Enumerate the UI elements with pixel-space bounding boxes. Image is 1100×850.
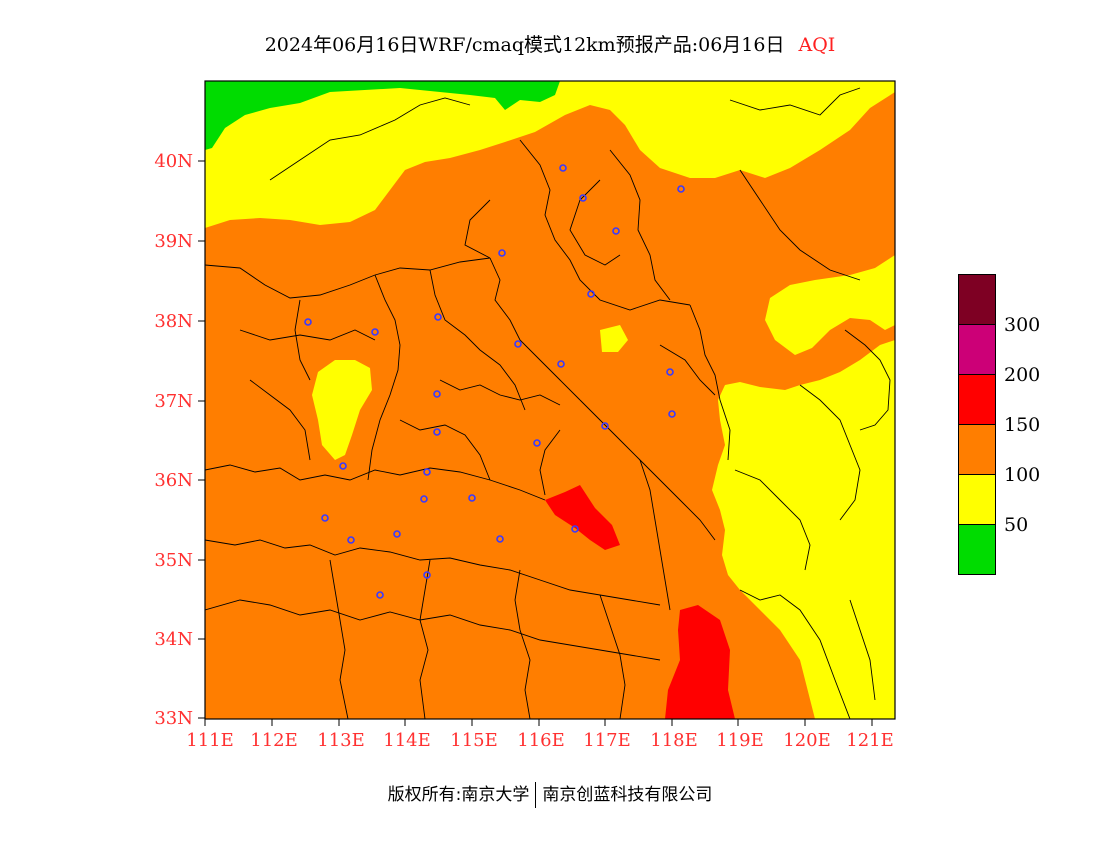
lat-label-40: 40N	[154, 151, 193, 172]
lat-label-38: 38N	[154, 311, 193, 332]
lat-label-35: 35N	[154, 550, 193, 571]
lat-label-36: 36N	[154, 470, 193, 491]
lon-label-112: 112E	[250, 730, 298, 751]
legend-swatch-150-200	[958, 374, 996, 425]
lon-label-114: 114E	[383, 730, 431, 751]
lon-label-120: 120E	[783, 730, 831, 751]
lon-label-116: 116E	[517, 730, 565, 751]
field-red-center	[545, 485, 620, 550]
field-yellow-north	[205, 81, 895, 228]
field-yellow-northeast	[765, 255, 895, 355]
field-green-northwest	[205, 81, 560, 150]
field-yellow-center-patch	[600, 325, 628, 352]
legend-label-200: 200	[1004, 364, 1041, 386]
copyright-owner: 版权所有:南京大学	[387, 785, 530, 805]
lat-label-39: 39N	[154, 231, 193, 252]
legend-swatch-50-100	[958, 474, 996, 525]
lon-label-121: 121E	[846, 730, 894, 751]
legend-swatch-200-300	[958, 324, 996, 375]
lon-label-118: 118E	[650, 730, 698, 751]
lon-label-119: 119E	[716, 730, 764, 751]
legend-swatch-300plus	[958, 274, 996, 325]
lon-label-111: 111E	[186, 730, 234, 751]
lat-label-34: 34N	[154, 629, 193, 650]
lat-label-37: 37N	[154, 391, 193, 412]
axis-ticks	[198, 160, 873, 726]
copyright-company: 南京创蓝科技有限公司	[542, 785, 713, 805]
lat-label-33: 33N	[154, 708, 193, 729]
plot-frame	[204, 80, 896, 720]
field-yellow-west-patch	[312, 360, 372, 460]
legend-label-100: 100	[1004, 464, 1041, 486]
field-red-south	[665, 605, 735, 719]
copyright-footer: 版权所有:南京大学 南京创蓝科技有限公司	[0, 780, 1100, 808]
city-markers	[304, 164, 685, 599]
aqi-fields	[205, 81, 895, 719]
title-text: 2024年06月16日WRF/cmaq模式12km预报产品:06月16日	[264, 34, 785, 56]
legend-label-300: 300	[1004, 314, 1041, 336]
legend-swatch-0-50	[958, 524, 996, 575]
legend-label-50: 50	[1004, 514, 1029, 536]
legend-label-150: 150	[1004, 414, 1041, 436]
lon-label-117: 117E	[583, 730, 631, 751]
map-title: 2024年06月16日WRF/cmaq模式12km预报产品:06月16日 AQI	[0, 30, 1100, 57]
boundary-lines	[205, 87, 891, 719]
lon-label-113: 113E	[317, 730, 365, 751]
footer-divider	[535, 782, 537, 808]
title-variable: AQI	[798, 34, 836, 56]
lon-label-115: 115E	[450, 730, 498, 751]
legend-swatch-100-150	[958, 424, 996, 475]
